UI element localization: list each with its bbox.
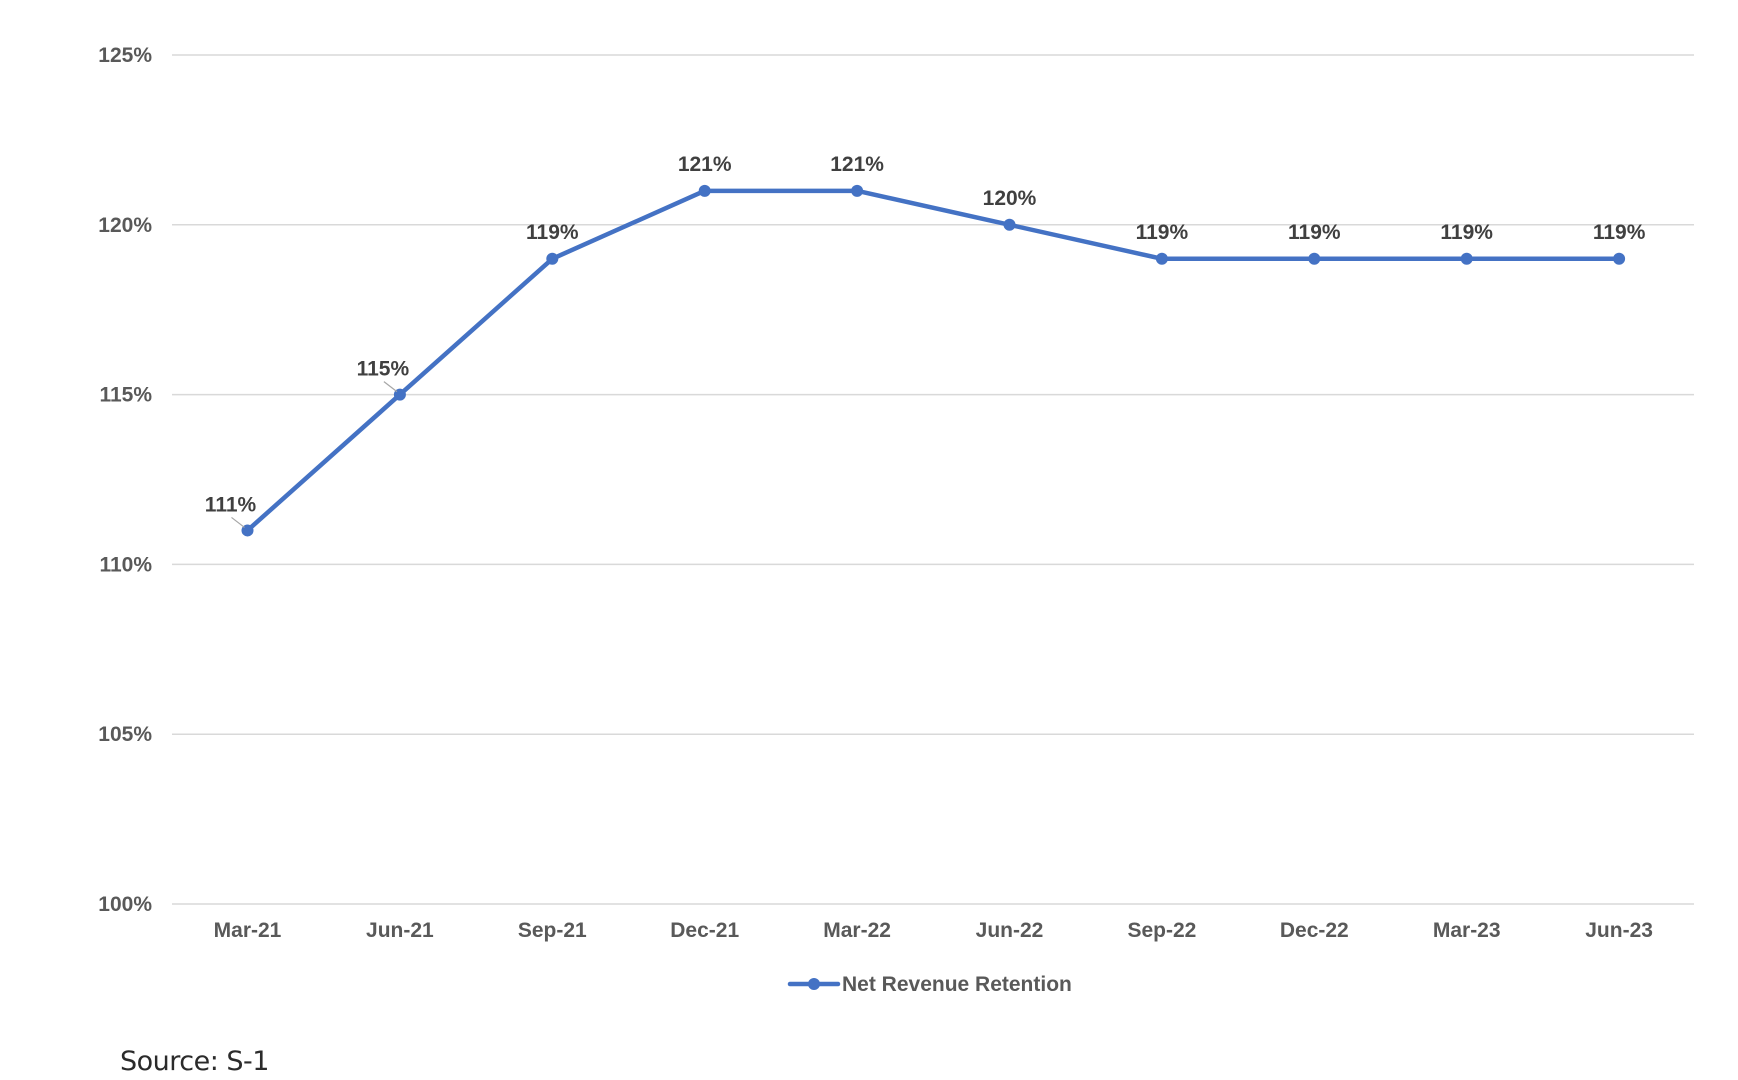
data-point bbox=[698, 184, 711, 197]
x-axis-tick-labels: Mar-21 Jun-21 Sep-21 Dec-21 Mar-22 Jun-22 Sep-… bbox=[214, 919, 1653, 942]
legend: Net Revenue Retention bbox=[787, 973, 1072, 996]
data-label: 119% bbox=[1440, 221, 1493, 244]
data-label: 111% bbox=[205, 493, 257, 516]
data-label: 119% bbox=[526, 221, 579, 244]
legend-marker bbox=[808, 978, 820, 990]
data-point bbox=[1613, 252, 1626, 265]
y-tick-label: 100% bbox=[98, 893, 152, 916]
data-label-leader bbox=[231, 516, 245, 528]
y-tick-label: 115% bbox=[99, 384, 152, 407]
x-tick-label: Dec-22 bbox=[1280, 919, 1349, 942]
x-tick-label: Mar-22 bbox=[823, 919, 891, 942]
gridlines bbox=[172, 54, 1694, 905]
legend-label: Net Revenue Retention bbox=[842, 973, 1072, 996]
data-point bbox=[546, 252, 559, 265]
data-label: 121% bbox=[678, 153, 732, 176]
data-labels: 111% 115% 119% 121% 121% 120% 119% 119% 119% 119% bbox=[205, 153, 1646, 528]
source-note: Source: S-1 bbox=[120, 1046, 269, 1077]
data-label: 119% bbox=[1593, 221, 1646, 244]
series-line bbox=[245, 188, 1622, 533]
x-tick-label: Jun-23 bbox=[1585, 919, 1653, 942]
data-label: 120% bbox=[983, 187, 1037, 210]
y-tick-label: 120% bbox=[98, 214, 152, 237]
data-point bbox=[1003, 218, 1016, 231]
data-point bbox=[1308, 252, 1321, 265]
x-tick-label: Jun-22 bbox=[976, 919, 1044, 942]
data-point bbox=[1155, 252, 1168, 265]
x-tick-label: Mar-21 bbox=[214, 919, 282, 942]
y-tick-label: 110% bbox=[99, 553, 152, 576]
data-point bbox=[851, 184, 864, 197]
x-tick-label: Dec-21 bbox=[670, 919, 739, 942]
data-label: 121% bbox=[830, 153, 884, 176]
y-tick-label: 125% bbox=[98, 44, 152, 67]
x-tick-label: Mar-23 bbox=[1433, 919, 1501, 942]
x-tick-label: Jun-21 bbox=[366, 919, 434, 942]
y-axis-tick-labels: 100% 105% 110% 115% 120% 125% bbox=[98, 44, 152, 916]
x-tick-label: Sep-22 bbox=[1127, 919, 1196, 942]
data-label: 119% bbox=[1288, 221, 1341, 244]
data-point bbox=[1460, 252, 1473, 265]
y-tick-label: 105% bbox=[98, 723, 152, 746]
data-label: 119% bbox=[1136, 221, 1189, 244]
x-tick-label: Sep-21 bbox=[518, 919, 587, 942]
series-net-revenue-retention bbox=[241, 184, 1626, 537]
line-chart: 100% 105% 110% 115% 120% 125% Mar-21 Jun-21 Sep… bbox=[98, 44, 1694, 996]
data-label-leader bbox=[383, 381, 398, 393]
data-label: 115% bbox=[357, 358, 410, 381]
